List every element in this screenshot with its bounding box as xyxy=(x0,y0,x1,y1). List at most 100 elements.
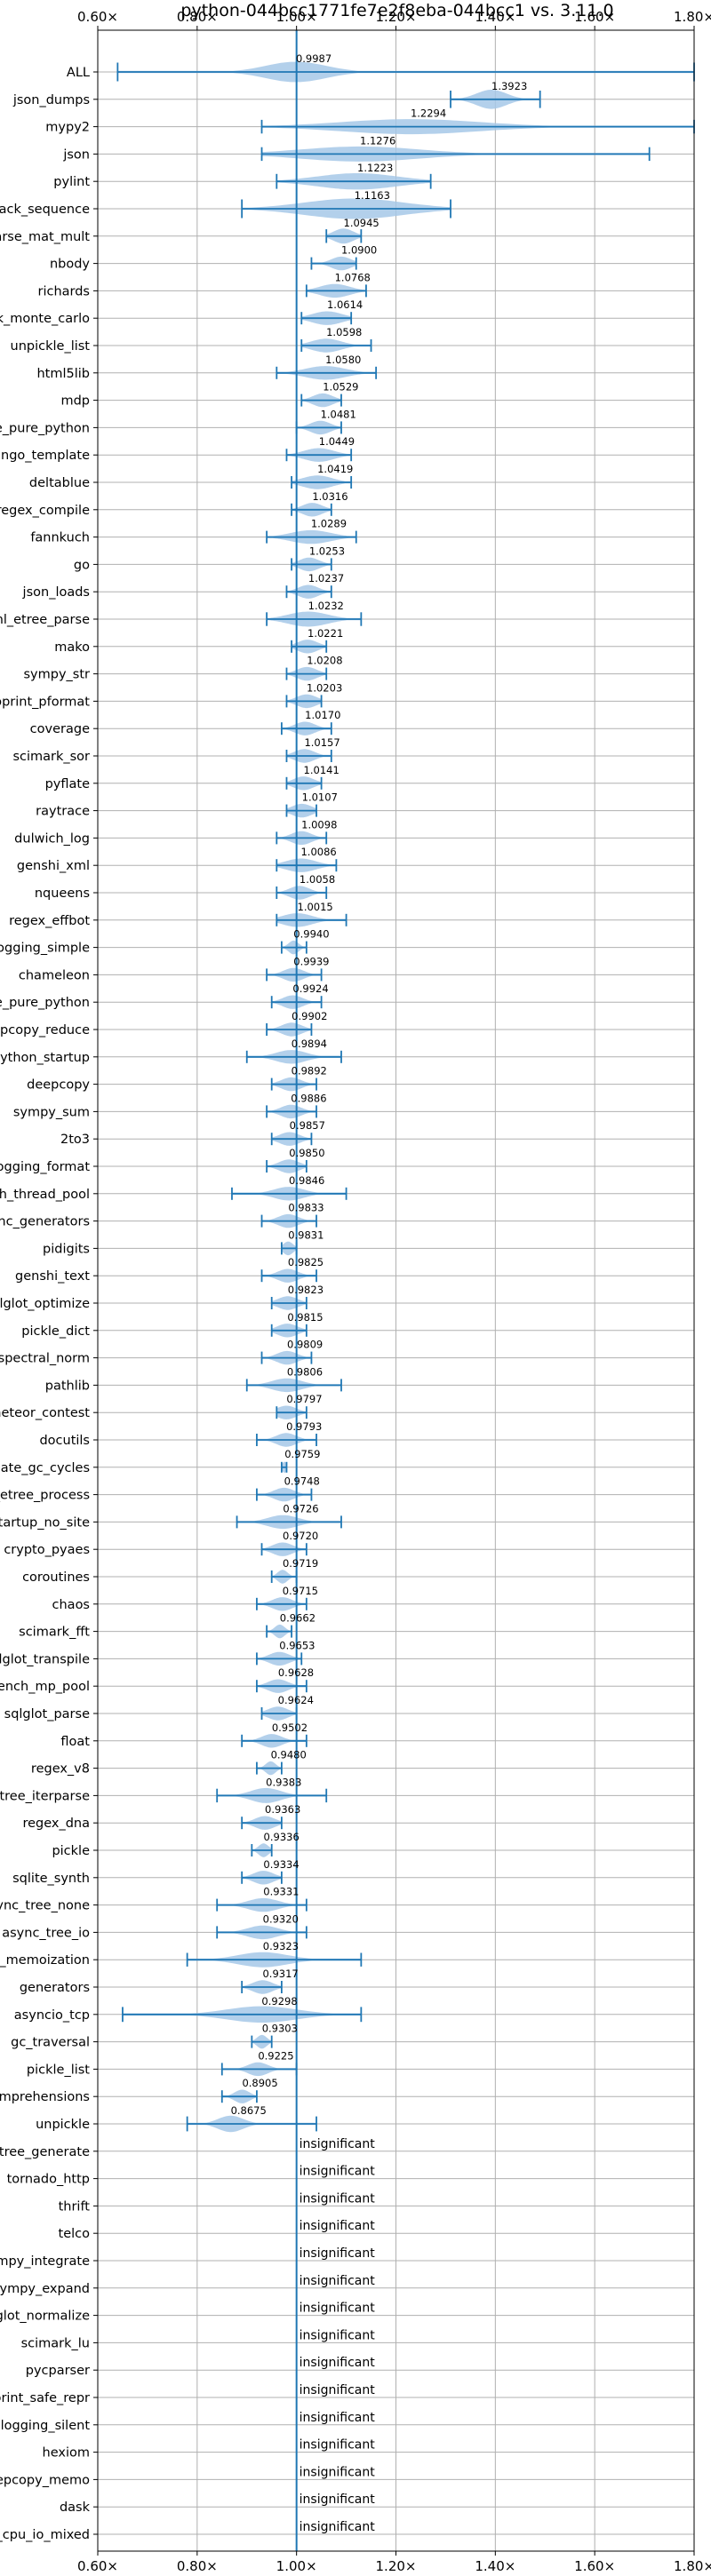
value-label: 0.9987 xyxy=(296,52,332,65)
benchmark-label: raytrace xyxy=(36,805,90,819)
value-label: 0.9653 xyxy=(279,1639,315,1651)
value-label: 0.9715 xyxy=(283,1585,318,1597)
insignificant-label: insignificant xyxy=(300,2383,376,2397)
benchmark-label: sympy_expand xyxy=(0,2282,90,2296)
value-label: 0.9726 xyxy=(283,1502,318,1515)
benchmark-label: crypto_pyaes xyxy=(4,1543,90,1557)
benchmark-label: pprint_pformat xyxy=(0,695,90,709)
benchmark-label: pyflate xyxy=(45,777,90,791)
insignificant-label: insignificant xyxy=(300,2520,376,2534)
value-label: 1.0107 xyxy=(302,791,338,804)
insignificant-label: insignificant xyxy=(300,2302,376,2316)
benchmark-label: unpack_sequence xyxy=(0,203,90,217)
benchmark-label: chameleon xyxy=(19,968,90,982)
value-label: 0.9809 xyxy=(287,1339,323,1351)
insignificant-label: insignificant xyxy=(300,2356,376,2370)
benchmark-label: regex_compile xyxy=(0,504,90,518)
value-label: 1.0141 xyxy=(304,764,340,776)
benchmark-label: deepcopy xyxy=(27,1078,90,1093)
value-label: 1.0529 xyxy=(323,381,358,394)
value-label: 0.9831 xyxy=(288,1228,324,1241)
benchmark-label: logging_simple xyxy=(0,942,90,956)
benchmark-label: gc_traversal xyxy=(11,2036,90,2050)
benchmark-label: json_loads xyxy=(22,585,90,600)
benchmark-label: python_startup_no_site xyxy=(0,1515,90,1530)
x-tick-label-top: 0.80× xyxy=(177,9,218,25)
value-label: 0.9894 xyxy=(292,1038,327,1050)
value-label: 1.0419 xyxy=(317,463,353,475)
benchmark-label: coroutines xyxy=(22,1570,90,1585)
value-label: 0.9303 xyxy=(262,2023,298,2035)
value-label: 0.9939 xyxy=(293,955,329,967)
x-tick-label-bottom: 1.00× xyxy=(276,2558,317,2574)
chart-title: python-044bcc1771fe7e2f8eba-044bcc1 vs. … xyxy=(180,1,613,20)
value-label: 0.9323 xyxy=(263,1940,299,1952)
benchmark-label: sympy_str xyxy=(24,668,91,682)
benchmark-label: scimark_lu xyxy=(21,2336,90,2350)
insignificant-label: insignificant xyxy=(300,2274,376,2288)
value-label: 0.9857 xyxy=(290,1119,325,1132)
insignificant-label: insignificant xyxy=(300,2465,376,2479)
benchmark-label: logging_format xyxy=(0,1160,90,1174)
value-label: 0.9334 xyxy=(263,1858,299,1871)
benchmark-label: scimark_sor xyxy=(12,750,90,764)
x-tick-label-bottom: 0.60× xyxy=(77,2558,118,2574)
value-label: 0.9662 xyxy=(280,1612,316,1625)
benchmark-label: pidigits xyxy=(43,1242,90,1256)
value-label: 1.0316 xyxy=(312,490,348,503)
value-label: 1.0203 xyxy=(307,681,342,694)
x-tick-label-bottom: 1.40× xyxy=(475,2558,515,2574)
value-label: 0.9850 xyxy=(289,1147,324,1159)
benchmark-label: unpickle xyxy=(36,2118,90,2132)
value-label: 0.9940 xyxy=(293,928,329,941)
value-label: 1.0058 xyxy=(300,873,335,886)
benchmark-label: json_dumps xyxy=(12,93,90,107)
benchmark-label: scimark_fft xyxy=(19,1626,90,1640)
benchmark-label: richards xyxy=(37,284,90,298)
value-label: 0.9225 xyxy=(258,2049,293,2062)
value-label: 0.9886 xyxy=(291,1092,326,1104)
value-label: 1.0015 xyxy=(298,901,333,913)
value-label: 0.9823 xyxy=(288,1284,324,1296)
x-tick-label-top: 1.60× xyxy=(574,9,615,25)
value-label: 1.0614 xyxy=(327,298,363,311)
benchmark-label: meteor_contest xyxy=(0,1406,90,1420)
benchmark-label: dask xyxy=(60,2500,91,2515)
benchmark-label: pathlib xyxy=(45,1379,90,1393)
x-tick-label-top: 1.80× xyxy=(674,9,711,25)
benchmark-label: bench_mp_pool xyxy=(0,1680,90,1694)
benchmark-label: deepcopy_reduce xyxy=(0,1023,90,1038)
x-tick-label-bottom: 0.80× xyxy=(177,2558,218,2574)
benchmark-label: regex_effbot xyxy=(9,914,90,928)
value-label: 0.9363 xyxy=(265,1803,300,1816)
benchmark-label: thrift xyxy=(59,2199,91,2214)
value-label: 1.0253 xyxy=(309,545,345,557)
benchmark-label: genshi_text xyxy=(15,1269,90,1284)
value-label: 0.9833 xyxy=(288,1202,324,1214)
value-label: 0.9892 xyxy=(292,1065,327,1077)
benchmark-label: mdp xyxy=(60,394,90,409)
benchmark-label: html5lib xyxy=(36,367,90,381)
benchmark-label: fannkuch xyxy=(30,531,90,545)
benchmark-label: sympy_sum xyxy=(13,1105,90,1119)
value-label: 1.2294 xyxy=(411,107,446,120)
value-label: 1.0768 xyxy=(335,271,371,283)
insignificant-label: insignificant xyxy=(300,2493,376,2507)
benchmark-label: 2to3 xyxy=(60,1133,90,1147)
benchmark-label: regex_dna xyxy=(22,1817,90,1831)
value-label: 0.9846 xyxy=(289,1174,324,1187)
value-label: 0.9825 xyxy=(288,1256,324,1268)
value-label: 1.1276 xyxy=(360,134,395,147)
insignificant-label: insignificant xyxy=(300,2165,376,2179)
benchmark-label: float xyxy=(60,1735,90,1749)
benchmark-label: sqlglot_parse xyxy=(4,1707,90,1721)
value-label: 0.8675 xyxy=(231,2104,267,2117)
benchmark-label: python_startup xyxy=(0,1051,90,1065)
x-tick-label-top: 1.20× xyxy=(376,9,417,25)
benchmark-label: nbody xyxy=(50,258,90,272)
benchmark-label: ALL xyxy=(67,66,90,80)
benchmark-label: json xyxy=(62,147,90,162)
benchmark-label: pickle_pure_python xyxy=(0,996,90,1010)
benchmark-label: deltablue xyxy=(29,476,90,490)
